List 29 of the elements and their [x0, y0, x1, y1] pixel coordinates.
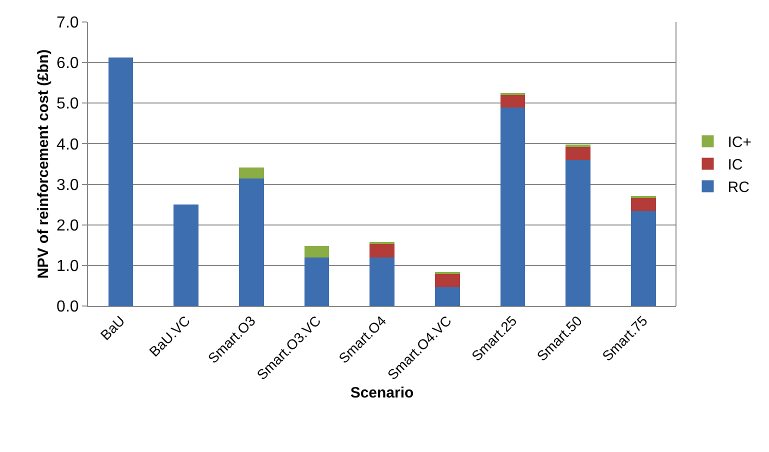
bar	[434, 274, 460, 287]
bar	[370, 258, 394, 306]
y-tick-label: 4.0	[56, 136, 79, 154]
legend-label: IC	[728, 156, 743, 174]
bar	[238, 178, 264, 306]
y-tick-label: 0.0	[56, 298, 79, 316]
legend-label: RC	[728, 179, 750, 196]
y-tick-label: 2.0	[56, 217, 79, 234]
bar	[108, 58, 134, 306]
bar	[500, 108, 526, 306]
y-tick-label: 3.0	[56, 176, 79, 194]
bar	[566, 146, 590, 160]
bar	[434, 286, 460, 306]
bar	[566, 160, 590, 306]
bar	[174, 204, 198, 306]
y-tick-label: 7.0	[56, 14, 79, 32]
legend-label: IC+	[728, 134, 752, 152]
bar	[304, 258, 330, 306]
bar	[500, 94, 526, 108]
x-axis-title: Scenario	[350, 384, 414, 402]
y-axis-title: NPV of reinforcement cost (£bn)	[35, 49, 52, 279]
bar	[370, 244, 394, 258]
bar	[630, 198, 656, 212]
bar	[238, 168, 264, 179]
y-tick-label: 1.0	[56, 258, 79, 276]
bar	[630, 211, 656, 306]
y-tick-label: 6.0	[56, 55, 79, 72]
y-tick-label: 5.0	[56, 96, 79, 113]
bar	[304, 246, 330, 258]
